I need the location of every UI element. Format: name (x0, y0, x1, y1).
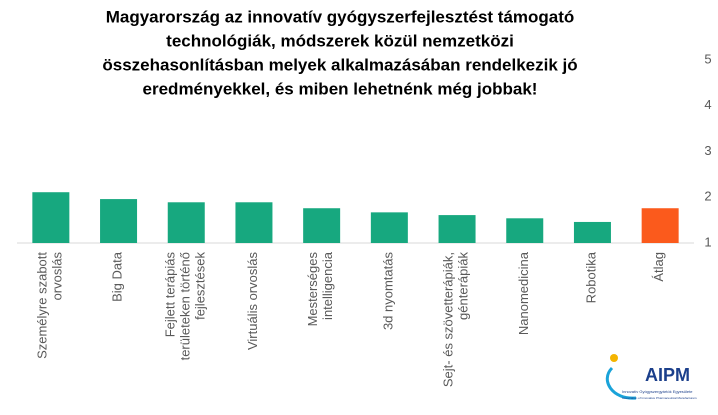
bar (100, 199, 138, 243)
logo-line: Innovatív Gyógyszergyártók Egyesülete (622, 389, 693, 394)
chart-title: összehasonlításban melyek alkalmazásában… (102, 55, 577, 74)
x-tick-label-line: Mesterséges (306, 252, 321, 327)
x-tick-label: Fejlett terápiásterületeken történőfejle… (163, 252, 208, 361)
chart-title: technológiák, módszerek közül nemzetközi (166, 31, 514, 50)
bar (370, 212, 408, 243)
x-tick-label-line: Átlag (652, 252, 667, 282)
x-tick-label-line: 3d nyomtatás (381, 252, 396, 331)
x-tick-label: Nanomedicina (516, 251, 531, 335)
x-tick-label-line: Nanomedicina (516, 251, 531, 335)
x-tick-label-line: Sejt- és szövetterápiák, (441, 252, 456, 387)
bar (235, 202, 273, 243)
y-tick-label: 1 (704, 234, 711, 249)
logo-name: AIPM (645, 365, 690, 385)
chart-title: Magyarország az innovatív gyógyszerfejle… (106, 7, 575, 26)
x-tick-label: Robotika (584, 251, 599, 303)
x-tick-label: Mesterségesintelligencia (306, 251, 336, 326)
x-tick-label-line: génterápiák (456, 252, 471, 320)
bar (573, 221, 611, 243)
x-tick-label-line: Big Data (110, 251, 125, 302)
x-tick-label-line: Virtuális orvoslás (245, 252, 260, 351)
x-tick-label-line: területeken történő (178, 252, 193, 360)
bar (167, 202, 205, 243)
x-tick-label: Big Data (110, 251, 125, 302)
x-tick-label-line: Fejlett terápiás (163, 252, 178, 338)
bar (32, 192, 70, 243)
x-tick-label: Virtuális orvoslás (245, 252, 260, 351)
chart-title: eredményekkel, és miben lehetnénk még jo… (143, 79, 538, 98)
x-tick-label-line: Robotika (584, 251, 599, 303)
bar (641, 208, 679, 243)
logo-arc (605, 366, 637, 400)
bar (438, 215, 476, 243)
y-tick-label: 5 (704, 51, 711, 66)
x-tick-label-line: intelligencia (321, 251, 336, 320)
logo-dot (610, 354, 618, 362)
y-tick-label: 4 (704, 97, 711, 112)
bar (303, 208, 341, 243)
y-tick-label: 2 (704, 189, 711, 204)
x-tick-label-line: fejlesztések (193, 252, 208, 320)
bar (506, 218, 544, 243)
logo-line: Association of Innovative Pharmaceutical… (622, 396, 697, 400)
logo: AIPM Innovatív Gyógyszergyártók Egyesüle… (605, 354, 697, 400)
x-tick-label-line: Személyre szabott (35, 252, 50, 359)
x-tick-label: 3d nyomtatás (381, 252, 396, 331)
x-tick-label: Átlag (652, 252, 667, 282)
y-tick-label: 3 (704, 143, 711, 158)
x-tick-label: Sejt- és szövetterápiák,génterápiák (441, 252, 471, 388)
x-tick-label: Személyre szabottorvoslás (35, 252, 65, 359)
x-tick-label-line: orvoslás (50, 252, 65, 301)
